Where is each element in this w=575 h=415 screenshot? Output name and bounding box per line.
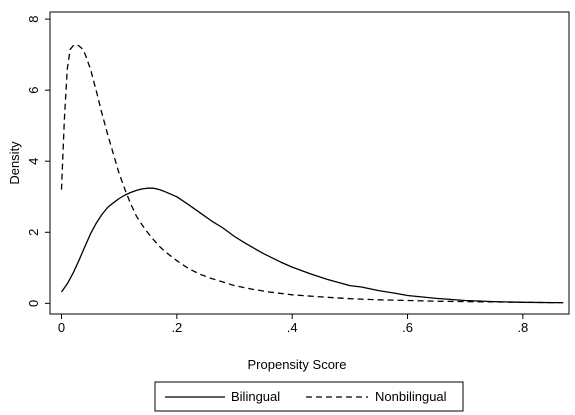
legend-label-bilingual: Bilingual	[231, 389, 280, 404]
y-tick-label: 0	[26, 300, 41, 307]
x-axis-title: Propensity Score	[248, 357, 347, 372]
x-tick-label: .2	[171, 320, 182, 335]
x-tick-label: 0	[58, 320, 65, 335]
x-tick-label: .8	[517, 320, 528, 335]
y-tick-label: 2	[26, 229, 41, 236]
x-tick-label: .6	[402, 320, 413, 335]
legend-label-nonbilingual: Nonbilingual	[375, 389, 447, 404]
x-tick-label: .4	[287, 320, 298, 335]
y-axis: 0 2 4 6 8	[26, 15, 50, 307]
plot-frame	[49, 11, 570, 315]
series-line-nonbilingual	[60, 44, 564, 304]
y-axis-title: Density	[7, 141, 22, 185]
legend: Bilingual Nonbilingual	[154, 381, 464, 412]
series-line-bilingual	[60, 187, 564, 304]
y-tick-label: 6	[26, 87, 41, 94]
series-layer	[60, 44, 564, 304]
y-tick-label: 4	[26, 158, 41, 165]
x-axis: 0 .2 .4 .6 .8	[58, 314, 528, 335]
y-tick-label: 8	[26, 15, 41, 22]
